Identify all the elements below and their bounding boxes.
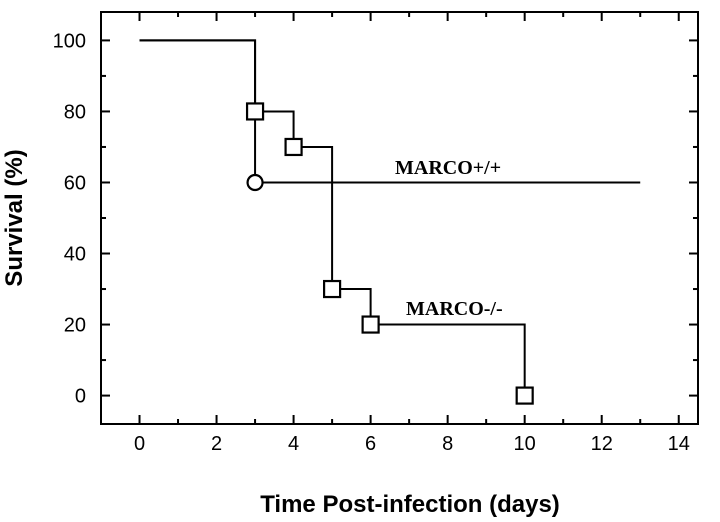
series-line-1 xyxy=(139,39,526,396)
x-tick-label: 8 xyxy=(442,433,453,455)
square-marker xyxy=(361,315,380,334)
axis-ticks xyxy=(101,12,698,424)
y-tick-label: 60 xyxy=(64,172,86,194)
y-tick-label: 0 xyxy=(75,386,86,408)
x-tick-label: 2 xyxy=(211,433,222,455)
series-lines xyxy=(139,39,641,396)
y-axis-title: Survival (%) xyxy=(1,149,28,286)
y-tick-label: 40 xyxy=(64,244,86,266)
y-tick-label: 100 xyxy=(53,30,86,52)
x-axis-title: Time Post-infection (days) xyxy=(260,491,560,518)
plot-frame xyxy=(100,11,699,425)
square-marker xyxy=(284,137,303,157)
x-tick-label: 10 xyxy=(514,433,536,455)
x-tick-label: 0 xyxy=(134,433,145,455)
x-tick-label: 14 xyxy=(668,433,690,455)
square-marker xyxy=(515,386,534,405)
series-markers xyxy=(245,102,534,405)
x-tick-label: 4 xyxy=(288,433,299,455)
y-tick-label: 80 xyxy=(64,101,86,123)
x-tick-label: 6 xyxy=(365,433,376,455)
y-tick-label: 20 xyxy=(64,315,86,337)
circle-marker xyxy=(246,173,264,192)
series-label-marco-wt: MARCO+/+ xyxy=(395,157,501,179)
square-marker xyxy=(245,102,265,121)
tick-labels: 0 2 4 6 8 10 12 14 0 20 40 60 80 100 xyxy=(53,30,690,455)
x-tick-label: 12 xyxy=(591,433,613,455)
series-label-marco-ko: MARCO-/- xyxy=(406,298,503,320)
square-marker xyxy=(322,279,342,299)
series-line-0 xyxy=(139,39,641,184)
